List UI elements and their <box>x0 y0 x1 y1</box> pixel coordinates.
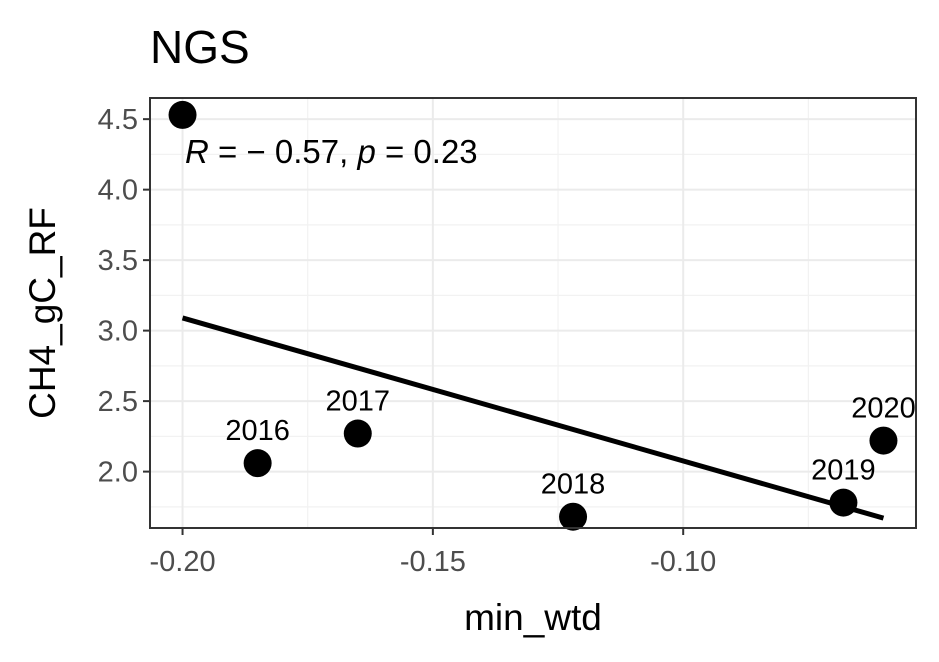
point-label: 2020 <box>851 393 916 425</box>
x-tick-label: -0.20 <box>149 546 215 578</box>
point-label: 2016 <box>225 415 290 447</box>
point-label: 2018 <box>541 469 606 501</box>
panel-border <box>149 97 917 529</box>
y-tick-label: 2.5 <box>98 386 138 418</box>
y-tick-label: 3.5 <box>98 245 138 277</box>
point-label: 2017 <box>326 386 391 418</box>
x-axis: -0.20 -0.15 -0.10 <box>149 528 716 578</box>
data-points <box>168 100 898 531</box>
correlation-annotation: R = − 0.57, p = 0.23 <box>185 133 478 170</box>
data-point <box>829 488 858 517</box>
annotation-p: p <box>356 133 375 170</box>
y-tick-label: 3.0 <box>98 316 138 348</box>
regression-line-group <box>181 315 885 521</box>
regression-line <box>181 315 885 521</box>
chart-title: NGS <box>150 21 250 73</box>
point-label: 2019 <box>811 455 876 487</box>
data-point <box>343 419 372 448</box>
point-labels: 2016 2017 2018 2019 2020 <box>225 386 915 501</box>
x-tick-label: -0.15 <box>400 546 466 578</box>
grid-major <box>150 98 916 528</box>
y-axis: 2.0 2.5 3.0 3.5 4.0 4.5 <box>98 104 150 489</box>
x-axis-title: min_wtd <box>464 597 602 638</box>
annotation-r: R <box>185 133 209 170</box>
data-point <box>243 449 272 478</box>
data-point <box>168 100 197 129</box>
y-axis-title: CH4_gC_RF <box>22 207 63 419</box>
y-tick-label: 4.5 <box>98 104 138 136</box>
annotation-p-value: = 0.23 <box>376 133 478 170</box>
annotation-r-value: = − 0.57, <box>209 133 358 170</box>
y-tick-label: 2.0 <box>98 457 138 489</box>
data-point <box>869 426 898 455</box>
y-tick-label: 4.0 <box>98 175 138 207</box>
data-point <box>559 502 588 531</box>
x-tick-label: -0.10 <box>650 546 716 578</box>
grid-minor <box>150 98 916 528</box>
